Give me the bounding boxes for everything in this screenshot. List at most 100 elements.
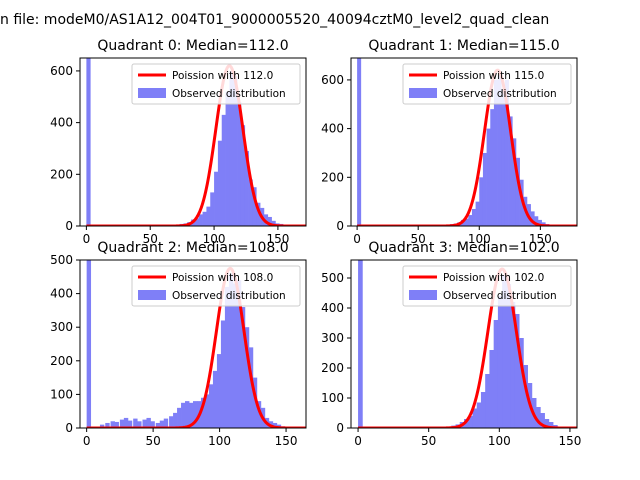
- x-tick-label: 50: [143, 232, 158, 246]
- x-tick-label: 0: [353, 232, 361, 246]
- legend-box: [402, 265, 572, 307]
- histogram-bar: [256, 202, 261, 226]
- histogram-bar: [544, 419, 550, 428]
- legend-box: [402, 63, 572, 105]
- histogram-bar: [225, 91, 230, 226]
- x-tick-label: 50: [421, 434, 436, 448]
- histogram-bar: [146, 417, 151, 428]
- x-tick-label: 0: [83, 232, 91, 246]
- histogram-bar: [510, 302, 516, 428]
- histogram-bar: [515, 157, 520, 226]
- histogram-bar: [177, 407, 182, 428]
- histogram-bar: [502, 275, 507, 428]
- histogram-bar: [233, 76, 238, 226]
- legend-label-observed: Observed distribution: [443, 88, 557, 100]
- legend-bar-swatch: [138, 290, 166, 300]
- histogram-bar: [86, 58, 91, 226]
- histogram-bar: [119, 419, 125, 428]
- histogram-bar: [271, 220, 276, 226]
- x-tick-label: 100: [203, 232, 226, 246]
- histogram-bar: [105, 422, 110, 428]
- legend: Poission with 112.0 Observed distribution: [131, 63, 301, 105]
- y-tick-label: 400: [50, 116, 73, 130]
- histogram-bar: [228, 273, 234, 428]
- histogram-bar: [537, 219, 542, 226]
- x-tick-label: 150: [266, 232, 289, 246]
- x-tick-label: 100: [488, 434, 511, 448]
- histogram-bar: [489, 350, 495, 428]
- y-tick-label: 300: [50, 320, 73, 334]
- legend-label-observed: Observed distribution: [172, 290, 286, 302]
- histogram-bar: [216, 354, 222, 428]
- histogram-bar: [155, 422, 161, 428]
- histogram-bar: [204, 394, 210, 428]
- y-tick-label: 300: [321, 331, 344, 345]
- histogram-bar: [480, 392, 486, 428]
- histogram-bar: [468, 215, 473, 226]
- histogram-bar: [198, 214, 203, 226]
- legend: Poission with 115.0 Observed distribution: [402, 63, 572, 105]
- legend-label-poisson: Poission with 115.0: [443, 70, 544, 82]
- panel-2: Quadrant 2: Median=108.0 0 50 100 150 0 100 200…: [50, 240, 307, 448]
- histogram-bar: [530, 211, 535, 226]
- panel-title: Quadrant 2: Median=108.0: [97, 240, 288, 256]
- histogram-bar: [173, 412, 178, 428]
- histogram-bar: [123, 417, 129, 428]
- poisson-curve: [86, 266, 306, 428]
- histogram-bar: [256, 401, 262, 428]
- y-tick-label: 400: [321, 301, 344, 315]
- histogram-bar: [221, 114, 226, 226]
- histogram-bar: [110, 421, 115, 428]
- histogram-bar: [232, 283, 238, 428]
- histogram-bar: [244, 151, 249, 226]
- histogram-bar: [212, 370, 218, 428]
- plot-area: [357, 58, 577, 226]
- histogram-bar: [189, 402, 194, 428]
- histogram-bar: [210, 192, 215, 226]
- histogram-bar: [485, 374, 490, 428]
- histogram-bar: [468, 416, 473, 428]
- histogram-bar: [497, 296, 503, 428]
- histogram-bar: [86, 260, 92, 428]
- panel-title: Quadrant 1: Median=115.0: [368, 38, 559, 54]
- panel-title: Quadrant 0: Median=112.0: [97, 38, 288, 54]
- y-tick-label: 600: [321, 73, 344, 87]
- histogram-bar: [214, 171, 219, 226]
- legend-bar-swatch: [409, 290, 437, 300]
- legend-bar-swatch: [409, 88, 437, 98]
- legend-box: [131, 265, 301, 307]
- histogram-bar: [504, 79, 509, 226]
- legend-label-observed: Observed distribution: [443, 290, 557, 302]
- histogram-bar: [548, 422, 554, 428]
- histogram-bar: [237, 101, 242, 226]
- plot-area: [358, 260, 577, 428]
- panel-title: Quadrant 3: Median=102.0: [368, 240, 559, 256]
- histogram-bar: [512, 138, 517, 226]
- legend-label-observed: Observed distribution: [172, 88, 286, 100]
- y-tick-label: 100: [321, 391, 344, 405]
- histogram-bar: [523, 365, 528, 428]
- y-tick-label: 0: [65, 219, 73, 233]
- histogram-bar: [519, 179, 524, 226]
- histogram-bar: [493, 79, 498, 226]
- y-tick-label: 0: [336, 421, 344, 435]
- histogram-bar: [252, 187, 257, 226]
- histogram-bar: [133, 418, 138, 428]
- histogram-bar: [127, 420, 133, 428]
- legend-box: [131, 63, 301, 105]
- histogram-bar: [476, 402, 482, 428]
- y-tick-label: 600: [50, 64, 73, 78]
- legend-label-poisson: Poission with 102.0: [443, 272, 544, 284]
- histogram-bar: [150, 421, 155, 428]
- histogram-bar: [514, 314, 520, 428]
- panel-3: Quadrant 3: Median=102.0 0 50 100 150 0 100 200…: [321, 240, 581, 448]
- poisson-curve: [86, 64, 306, 226]
- histogram-bar: [536, 407, 541, 428]
- panel-1: Quadrant 1: Median=115.0 0 50 100 150 0 200 400…: [321, 38, 578, 246]
- legend-label-poisson: Poission with 112.0: [172, 70, 273, 82]
- legend-label-poisson: Poission with 108.0: [172, 272, 273, 284]
- histogram-bar: [501, 89, 506, 226]
- histogram-bar: [358, 260, 363, 428]
- histogram-bar: [482, 152, 487, 226]
